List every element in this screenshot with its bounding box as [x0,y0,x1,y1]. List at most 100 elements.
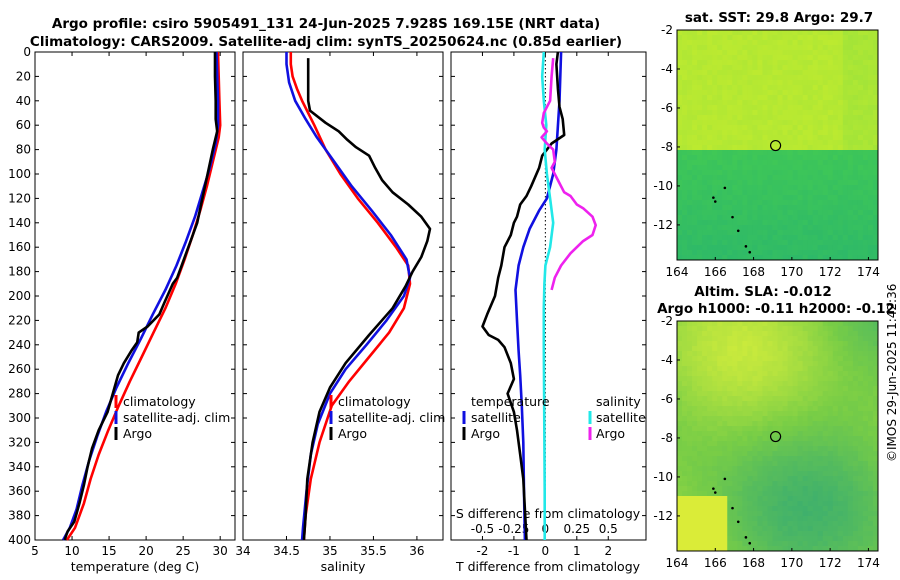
map-cell [862,35,869,41]
map-cell [707,165,713,171]
map-cell [852,60,859,66]
map-cell [872,125,879,131]
map-cell [837,446,844,452]
map-cell [872,230,879,236]
map-cell [857,110,864,116]
map-cell [797,421,804,427]
map-cell [722,526,728,532]
map-x-tick-label: 168 [742,556,765,570]
map-cell [752,40,758,46]
map-cell [687,70,693,76]
map-cell [702,75,708,81]
map-cell [812,155,819,161]
map-cell [762,406,768,412]
map-cell [687,341,693,347]
map-cell [802,115,809,121]
map-cell [677,95,683,101]
map-cell [767,456,773,462]
map-cell [827,436,834,442]
x-tick-label: 35 [322,544,337,558]
map-cell [707,436,713,442]
map-cell [807,441,814,447]
map-cell [682,80,688,86]
map-cell [837,481,844,487]
map-cell [822,255,829,261]
map-cell [742,50,748,56]
map-cell [777,95,783,101]
map-cell [707,456,713,462]
map-cell [752,55,758,61]
map-cell [802,426,809,432]
map-cell [852,150,859,156]
map-cell [792,130,799,136]
map-cell [802,30,809,36]
map-cell [837,165,844,171]
map-cell [872,145,879,151]
map-cell [717,250,723,256]
map-cell [762,115,768,121]
map-cell [702,441,708,447]
map-cell [757,391,763,397]
y-tick-label: 320 [8,435,31,449]
map-cell [782,65,788,71]
map-cell [692,546,698,552]
map-cell [847,421,854,427]
map-cell [712,331,718,337]
map-cell [772,45,778,51]
map-cell [797,326,804,332]
map-cell [847,386,854,392]
map-cell [722,416,728,422]
map-cell [862,105,869,111]
map-cell [747,341,753,347]
map-cell [852,506,859,512]
map-cell [682,155,688,161]
map-cell [682,321,688,327]
map-cell [787,220,793,226]
map-cell [842,431,849,437]
map-cell [837,541,844,547]
map-cell [722,125,728,131]
map-cell [737,205,743,211]
map-cell [717,536,723,542]
map-cell [732,180,738,186]
map-cell [722,446,728,452]
x-tick-label: -2 [476,544,488,558]
map-cell [712,341,718,347]
map-cell [742,361,748,367]
map-cell [762,346,768,352]
map-cell [837,150,844,156]
map-cell [782,416,788,422]
map-cell [837,80,844,86]
map-cell [812,541,819,547]
map-cell [742,45,748,51]
map-cell [782,476,788,482]
map-cell [762,195,768,201]
map-cell [767,40,773,46]
map-cell [822,481,829,487]
map-cell [722,80,728,86]
map-cell [832,516,839,522]
map-cell [817,336,824,342]
map-cell [867,411,874,417]
map-cell [732,80,738,86]
map-cell [717,451,723,457]
map-cell [777,210,783,216]
map-cell [757,441,763,447]
map-cell [692,140,698,146]
map-cell [787,95,793,101]
map-cell [752,45,758,51]
map-cell [692,421,698,427]
map-cell [817,90,824,96]
map-cell [827,521,834,527]
map-cell [807,401,814,407]
map-cell [802,65,809,71]
map-cell [782,406,788,412]
map-cell [677,431,683,437]
map-cell [782,190,788,196]
map-cell [742,476,748,482]
map-cell [827,466,834,472]
map-cell [737,476,743,482]
map-cell [737,441,743,447]
map-x-tick-label: 174 [857,556,880,570]
map-cell [802,210,809,216]
